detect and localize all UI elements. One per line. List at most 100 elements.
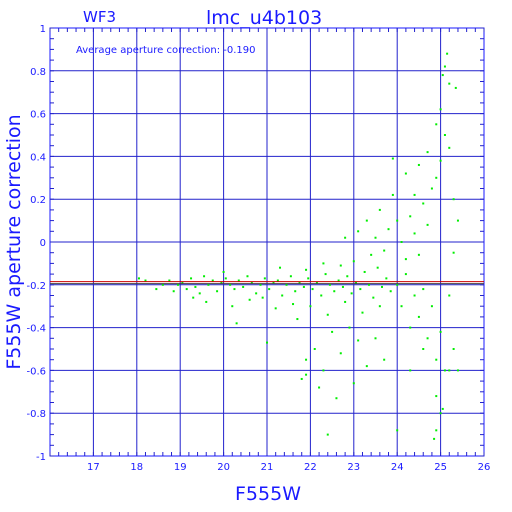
minor-ticks [49,27,485,457]
data-point [276,279,279,282]
data-point [357,230,360,233]
data-point [339,264,342,267]
data-point [354,281,357,284]
data-point [448,369,451,372]
data-point [413,294,416,297]
data-point [357,339,360,342]
x-tick-label: 24 [391,462,404,473]
average-annotation: Average aperture correction: -0.190 [76,45,256,56]
data-point [192,296,195,299]
data-point [361,311,364,314]
data-point [400,241,403,243]
data-point [413,193,416,196]
y-tick-label: 0.8 [30,67,46,78]
data-points [137,52,459,440]
x-tick-label: 23 [347,462,360,473]
data-point [344,300,347,303]
average-line [50,281,484,285]
data-point [378,208,381,211]
data-point [409,215,412,218]
data-point [413,232,416,235]
data-point [237,279,240,282]
data-point [346,275,349,278]
data-point [370,253,373,256]
data-point [190,277,193,280]
data-point [248,298,251,301]
data-point [359,288,362,291]
data-point [404,172,407,175]
data-point [333,290,336,293]
data-point [181,281,184,284]
data-point [396,283,399,286]
data-point [155,288,158,291]
data-point [422,202,425,205]
data-point [409,369,412,372]
data-point [144,279,147,282]
data-point [452,348,455,350]
data-point [255,292,258,295]
data-point [315,281,318,284]
data-point [456,369,459,372]
data-point [309,305,312,308]
data-point [396,429,399,432]
x-tick-labels: 17 18 19 20 21 22 23 24 25 26 [87,462,490,473]
data-point [261,296,264,299]
data-point [285,283,288,286]
data-point [229,283,232,286]
data-point [376,266,379,269]
data-point [367,283,370,286]
data-point [439,412,442,415]
data-point [422,288,425,291]
data-point [441,74,444,77]
data-point [404,273,407,276]
data-point [335,397,338,400]
data-point [274,307,277,310]
data-point [389,290,392,293]
data-point [430,187,433,190]
data-point [454,86,457,89]
data-point [435,176,438,179]
data-point [385,277,388,280]
data-point [205,300,208,303]
data-point [172,290,175,293]
data-point [320,294,323,297]
data-point [435,429,438,432]
y-tick-label: 0 [40,238,46,249]
data-point [452,251,455,254]
data-point [417,253,420,256]
data-point [307,277,310,280]
data-point [337,279,340,282]
y-tick-label: -0.6 [26,366,46,377]
data-point [439,330,442,333]
data-point [331,330,334,333]
data-point [439,108,442,111]
data-point [259,283,262,286]
x-tick-label: 25 [434,462,447,473]
data-point [311,288,314,291]
gridlines [50,28,484,456]
data-point [216,290,219,293]
data-point [263,277,266,280]
data-point [268,288,271,291]
data-point [400,305,403,308]
data-point [198,292,201,295]
y-tick-label: -1 [36,452,46,463]
data-point [246,275,249,278]
data-point [279,266,282,269]
data-point [391,193,394,196]
data-point [161,283,164,286]
data-point [137,277,140,280]
y-tick-label: 0.2 [30,195,46,206]
data-point [292,303,295,306]
data-point [194,285,197,288]
data-point [313,348,316,350]
y-tick-label: 1 [40,24,46,35]
data-point [222,270,225,273]
data-point [446,52,449,55]
data-point [305,373,308,376]
data-point [185,288,188,291]
data-point [250,281,253,284]
data-point [339,352,342,355]
x-tick-label: 20 [217,462,230,473]
